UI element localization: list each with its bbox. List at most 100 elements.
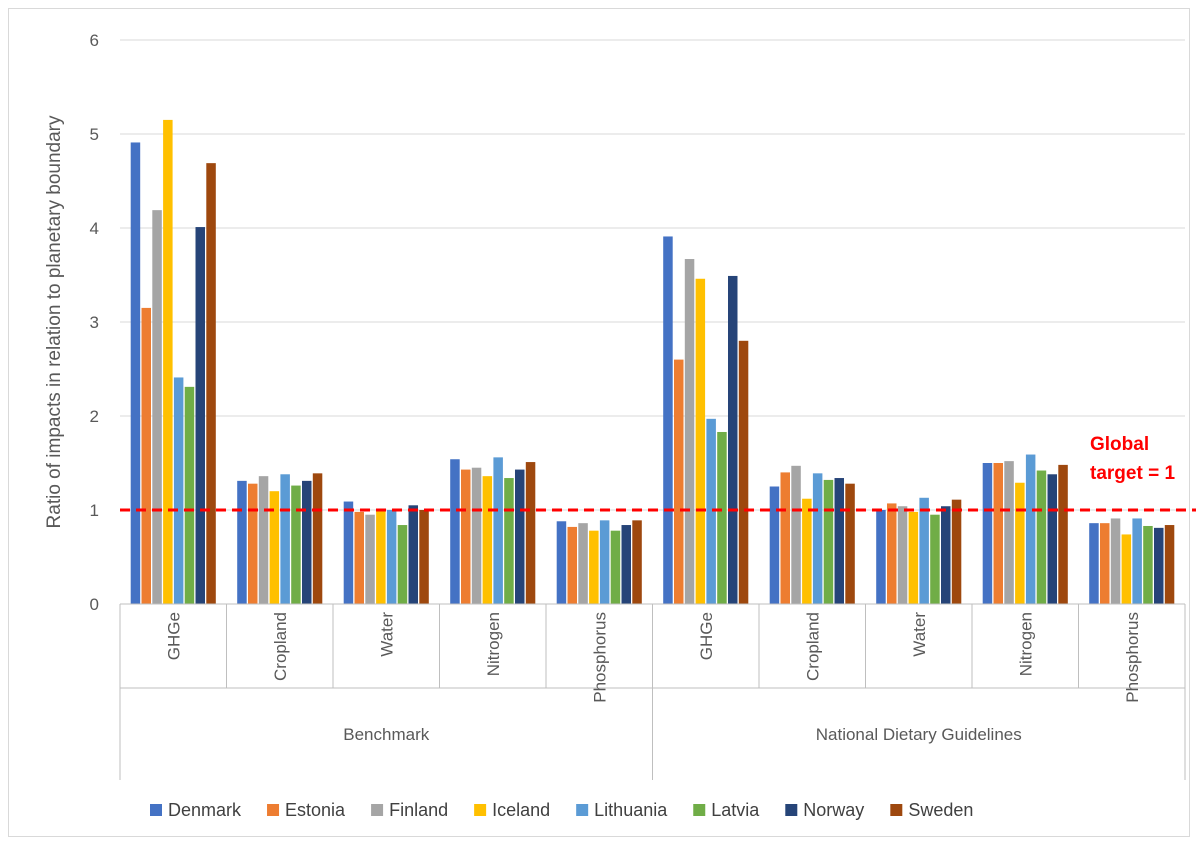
bar-denmark-water [876,510,886,604]
x-tick-label-nitrogen: Nitrogen [1016,612,1035,676]
bar-iceland-ghge [695,278,706,604]
bar-iceland-phosphorus [1121,534,1132,604]
y-tick-label: 1 [90,501,99,520]
bar-sweden-water [951,499,962,604]
bar-iceland-cropland [802,498,812,604]
bar-norway-phosphorus [621,525,631,604]
y-tick-label: 5 [90,125,99,144]
bar-denmark-nitrogen [982,463,993,604]
bar-sweden-water [419,510,429,604]
legend-label-denmark: Denmark [168,800,242,820]
bar-finland-ghge [152,210,162,604]
bar-latvia-ghge [184,386,195,604]
bar-lithuania-cropland [812,473,823,604]
bar-denmark-ghge [663,236,673,604]
bar-denmark-cropland [769,486,780,604]
group-label: Benchmark [343,725,429,744]
bar-estonia-ghge [674,359,684,604]
y-tick-label: 6 [90,31,99,50]
bar-denmark-ghge [130,142,141,604]
bar-sweden-nitrogen [525,462,536,604]
bar-estonia-nitrogen [461,469,471,604]
bar-lithuania-cropland [280,474,290,604]
x-tick-label-phosphorus: Phosphorus [1123,612,1142,703]
bar-finland-phosphorus [578,523,588,604]
bar-iceland-water [376,510,386,604]
x-tick-label-cropland: Cropland [271,612,290,681]
bar-lithuania-nitrogen [1025,454,1036,604]
bar-sweden-cropland [312,473,323,604]
bar-latvia-water [930,514,940,604]
bar-norway-cropland [834,478,844,604]
group-label: National Dietary Guidelines [816,725,1022,744]
legend-swatch-denmark [150,804,162,816]
legend-swatch-estonia [267,804,280,816]
y-tick-label: 3 [90,313,99,332]
bar-sweden-nitrogen [1058,464,1068,604]
bar-lithuania-water [919,497,929,604]
bar-finland-nitrogen [471,467,482,604]
legend-label-finland: Finland [389,800,448,820]
bar-estonia-ghge [141,307,151,604]
bar-lithuania-phosphorus [1132,518,1142,604]
bar-latvia-water [397,525,408,604]
annotation-global-target: Global [1090,434,1149,455]
y-axis-title: Ratio of impacts in relation to planetar… [44,115,65,528]
bar-latvia-ghge [717,431,727,604]
bar-latvia-phosphorus [1143,525,1153,604]
bar-estonia-phosphorus [1100,523,1110,604]
bar-denmark-phosphorus [1089,523,1099,604]
bar-finland-phosphorus [1110,518,1121,604]
x-tick-label-nitrogen: Nitrogen [484,612,503,676]
bar-denmark-phosphorus [556,521,567,604]
bar-iceland-water [908,511,919,604]
bar-norway-water [941,506,951,604]
bar-sweden-ghge [738,340,749,604]
legend-swatch-norway [785,804,798,816]
bar-finland-cropland [258,476,269,604]
legend-label-iceland: Iceland [492,800,550,820]
bar-finland-ghge [684,259,695,604]
bar-estonia-water [887,503,897,604]
bar-norway-nitrogen [515,469,525,604]
legend-label-norway: Norway [803,800,864,820]
bar-norway-phosphorus [1154,527,1164,604]
x-tick-label-ghge: GHGe [164,612,183,660]
legend-swatch-finland [371,804,384,816]
legend-swatch-latvia [693,804,706,816]
bar-estonia-phosphorus [567,526,577,604]
y-tick-label: 0 [90,595,99,614]
legend-label-lithuania: Lithuania [594,800,668,820]
bar-iceland-phosphorus [589,530,599,604]
bar-sweden-phosphorus [632,520,642,604]
bar-latvia-nitrogen [504,478,514,604]
bar-finland-water [897,506,908,604]
annotation-global-target: target = 1 [1090,463,1175,484]
legend-swatch-sweden [890,804,903,816]
bar-latvia-cropland [291,485,301,604]
bar-finland-cropland [791,465,801,604]
x-tick-label-water: Water [377,612,396,657]
bar-norway-nitrogen [1047,474,1057,604]
bar-lithuania-water [386,510,397,604]
bar-estonia-water [354,511,364,604]
bar-norway-ghge [195,227,205,604]
x-tick-label-water: Water [910,612,929,657]
bar-iceland-nitrogen [482,476,493,604]
bar-estonia-cropland [248,483,258,604]
bar-norway-ghge [728,275,738,604]
x-tick-label-ghge: GHGe [697,612,716,660]
bar-sweden-ghge [206,163,216,604]
bar-lithuania-ghge [173,377,184,604]
bar-lithuania-nitrogen [493,457,503,604]
bar-iceland-ghge [163,119,173,605]
bar-norway-water [408,505,418,604]
bar-lithuania-ghge [706,418,716,604]
bar-iceland-cropland [269,491,280,604]
bar-lithuania-phosphorus [599,520,610,604]
legend-label-latvia: Latvia [711,800,760,820]
bar-estonia-nitrogen [993,463,1003,604]
bar-estonia-cropland [780,472,790,604]
bar-sweden-phosphorus [1164,525,1175,604]
